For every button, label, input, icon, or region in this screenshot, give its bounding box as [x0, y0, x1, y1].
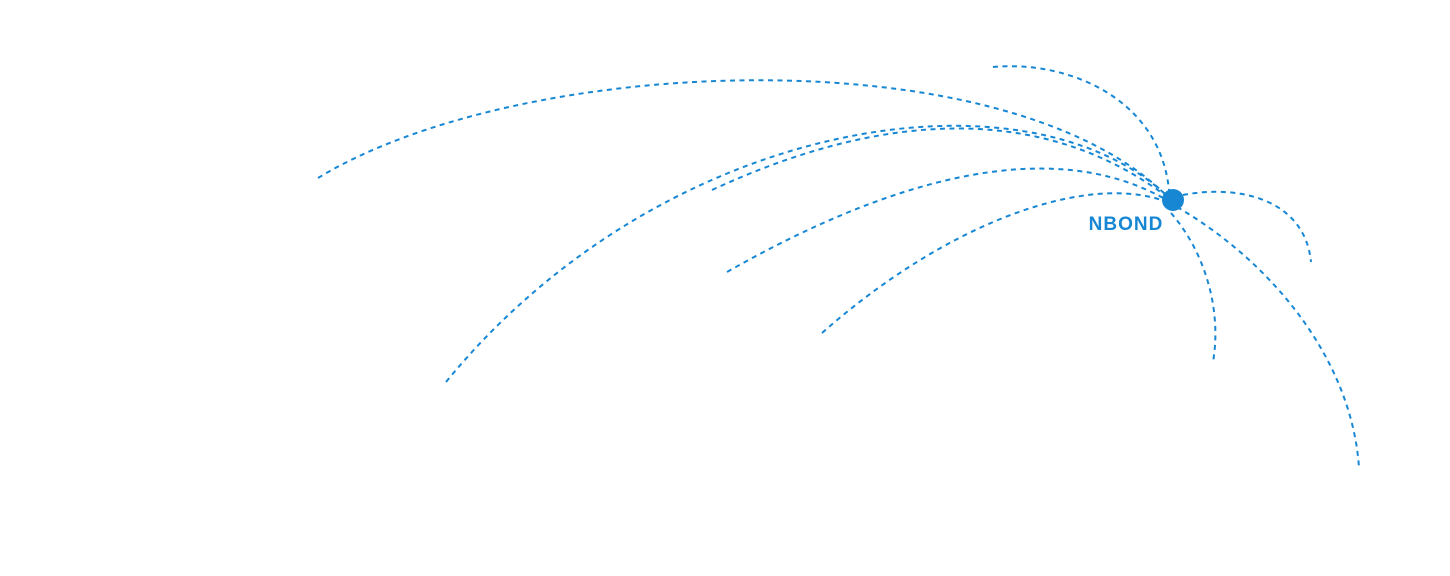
edge-bottom-right-long: [1176, 206, 1360, 469]
edge-far-left-arc: [317, 79, 1166, 195]
edge-bottom-left-arc: [445, 124, 1166, 383]
edge-top-plunge: [992, 65, 1170, 191]
edge-down-short: [1170, 212, 1217, 363]
edge-lower-left-short: [821, 192, 1168, 334]
edge-right-hook: [1182, 190, 1312, 263]
graph-node-nbond[interactable]: [1162, 189, 1184, 211]
edge-mid-lower-left: [726, 167, 1166, 273]
edge-group: [317, 65, 1360, 469]
graph-node-label[interactable]: NBOND: [1086, 211, 1166, 238]
edge-mid-left: [711, 127, 1167, 197]
